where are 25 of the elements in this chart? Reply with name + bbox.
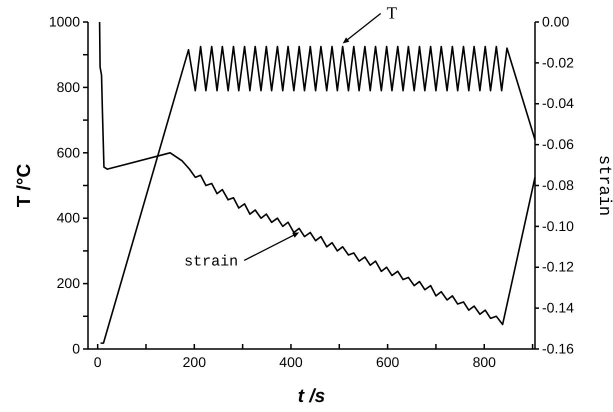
x-tick-label: 200 [182,354,206,370]
y-tick-label: 1000 [48,13,80,30]
y2-tick-label: -0.10 [542,218,574,234]
y2-tick-label: -0.12 [542,258,574,275]
y-tick-label: 400 [56,210,80,226]
text: strain [184,253,238,270]
x-tick-label: 0 [94,354,102,370]
y2-tick-label: 0.00 [542,13,570,30]
x-axis-title: t /s [298,386,326,407]
y-tick-label: 0 [72,340,80,356]
series-label: T [386,4,398,23]
y2-tick-label: -0.06 [542,136,574,152]
x-tick-label: 800 [472,354,496,370]
y2-axis-title: strain [594,154,613,216]
x-tick-label: 600 [376,354,400,370]
y2-tick-label: -0.16 [542,340,574,356]
y2-tick-label: -0.02 [542,54,574,70]
y2-tick-label: -0.14 [542,300,574,316]
y2-tick-label: -0.08 [542,176,574,193]
x-tick-label: 400 [279,354,303,370]
y2-tick-label: -0.04 [542,95,574,112]
y-tick-label: 200 [56,275,80,292]
y-axis-title: T /°C [14,163,35,208]
y-tick-label: 800 [56,78,80,95]
y-tick-label: 600 [56,144,80,160]
